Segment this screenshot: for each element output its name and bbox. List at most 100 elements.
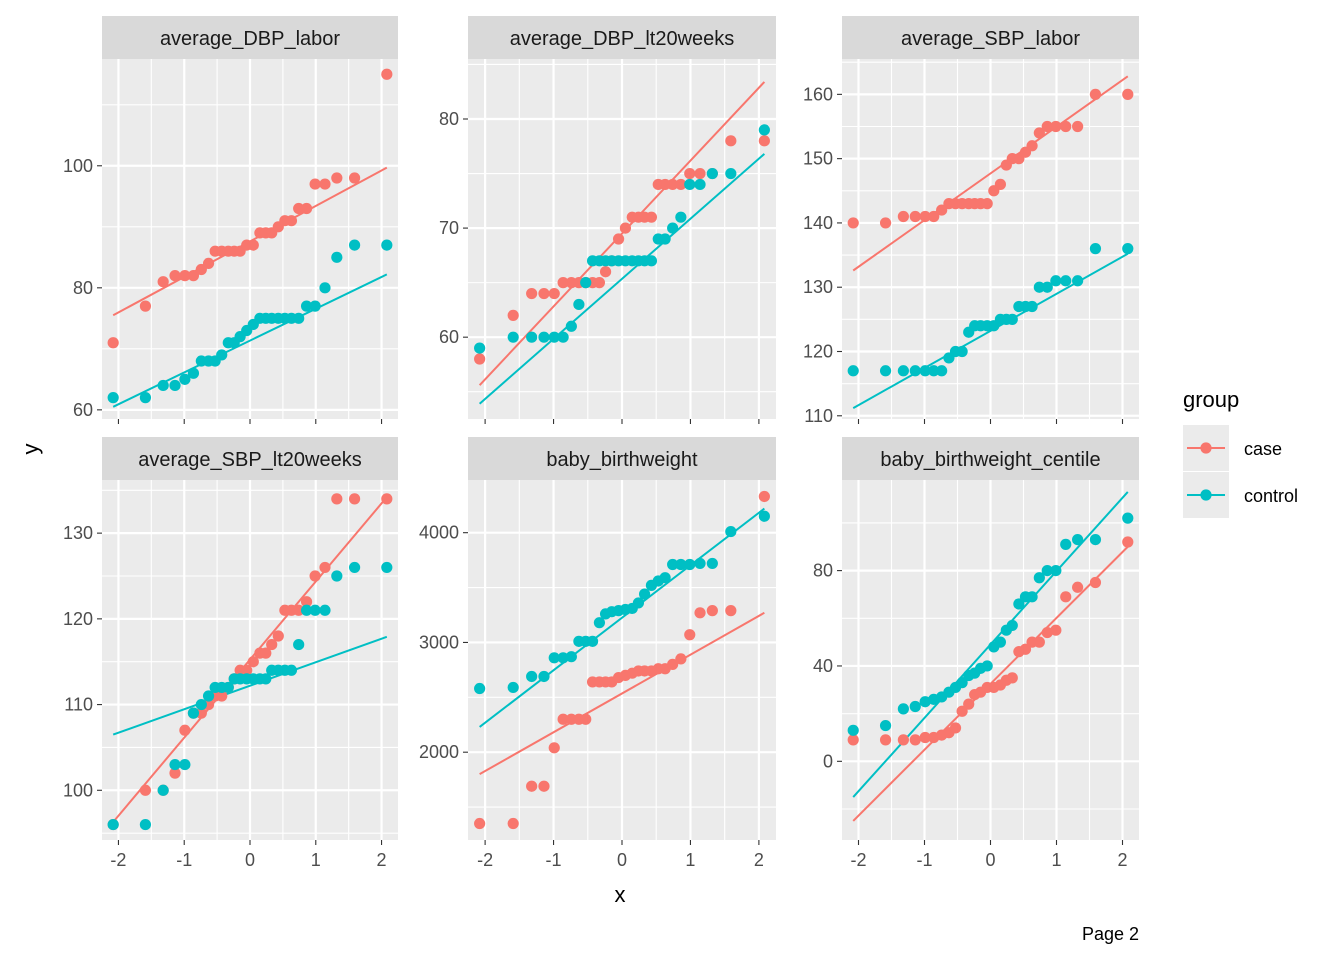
point-case: [694, 607, 706, 619]
point-control: [157, 379, 169, 392]
point-control: [1006, 313, 1018, 325]
point-case: [1041, 626, 1053, 639]
point-case: [667, 178, 679, 191]
point-case: [956, 705, 968, 717]
point-case: [474, 817, 486, 830]
point-control: [659, 233, 671, 245]
point-case: [1060, 120, 1072, 133]
point-control: [994, 636, 1007, 648]
legend-label: control: [1244, 486, 1298, 506]
point-control: [187, 367, 200, 379]
x-tick-label: -2: [477, 850, 493, 870]
point-case: [675, 178, 687, 191]
point-case: [1060, 591, 1072, 603]
point-case: [1122, 88, 1134, 100]
point-case: [994, 178, 1007, 190]
y-tick-label: 160: [803, 84, 833, 104]
y-tick-label: 60: [73, 400, 93, 420]
point-control: [684, 558, 696, 571]
x-tick-label: 0: [245, 850, 255, 870]
point-control: [1041, 281, 1053, 293]
point-control: [348, 239, 361, 251]
point-case: [758, 135, 770, 147]
y-tick-label: 120: [803, 342, 833, 362]
point-case: [706, 605, 718, 617]
legend-entry-case: case: [1183, 425, 1282, 471]
y-tick-label: 110: [804, 406, 833, 426]
facet-panel-baby_birthweight_centile: baby_birthweight_centile 0 40 80 -2 -1 0 1 2: [813, 437, 1139, 870]
point-control: [1122, 512, 1134, 524]
point-control: [474, 342, 486, 354]
x-tick-label: -1: [916, 850, 932, 870]
x-tick-label: 1: [311, 850, 321, 870]
point-control: [526, 331, 538, 343]
point-case: [309, 178, 321, 190]
plot-area: [107, 493, 393, 831]
point-case: [981, 198, 993, 210]
point-control: [725, 525, 737, 538]
point-control: [956, 345, 968, 358]
plot-area: [474, 81, 770, 405]
point-case: [1089, 88, 1102, 100]
point-case: [538, 780, 550, 792]
point-control: [897, 703, 909, 715]
legend-label: case: [1244, 439, 1282, 459]
grid-lines: [842, 480, 1139, 840]
y-tick-label: 100: [63, 156, 93, 176]
y-tick-label: 130: [63, 523, 93, 543]
point-case: [897, 734, 909, 746]
point-case: [241, 664, 253, 676]
facet-strip: [842, 16, 1139, 59]
x-tick-label: -1: [176, 850, 192, 870]
y-tick-label: 110: [64, 695, 93, 715]
point-case: [381, 68, 393, 80]
point-case: [928, 210, 940, 223]
point-case: [348, 172, 361, 184]
point-control: [179, 373, 191, 385]
y-tick-label: 80: [813, 561, 833, 581]
point-control: [538, 670, 550, 683]
point-case: [758, 490, 770, 503]
point-case: [285, 215, 298, 227]
point-control: [879, 365, 892, 377]
point-case: [847, 217, 859, 229]
point-control: [1026, 591, 1038, 603]
point-control: [293, 638, 305, 651]
qq-line-control: [112, 635, 388, 736]
point-case: [1072, 120, 1084, 133]
x-tick-label: -2: [850, 850, 866, 870]
plot-area: [847, 491, 1134, 822]
point-control: [381, 561, 393, 574]
point-control: [526, 670, 538, 683]
facet-panel-average_DBP_labor: average_DBP_labor 60 80 100: [63, 16, 398, 424]
qq-line-control: [479, 507, 765, 728]
facet-strip: [468, 16, 776, 59]
plot-area: [107, 68, 393, 408]
facet-panel-average_DBP_lt20weeks: average_DBP_lt20weeks 60 70 80: [439, 16, 776, 424]
x-tick-label: 2: [377, 850, 387, 870]
point-case: [667, 658, 679, 670]
point-case: [1019, 643, 1032, 655]
y-tick-label: 150: [803, 149, 833, 169]
x-tick-label: 1: [685, 850, 695, 870]
point-case: [1122, 536, 1134, 548]
point-control: [474, 682, 486, 695]
qq-line-case: [852, 75, 1129, 272]
point-control: [706, 557, 718, 570]
point-case: [139, 300, 152, 312]
point-control: [1089, 243, 1102, 255]
point-case: [266, 638, 278, 651]
point-control: [348, 561, 361, 574]
point-control: [909, 365, 921, 377]
point-control: [319, 282, 331, 294]
qq-line-case: [479, 611, 765, 776]
plot-area: [847, 75, 1134, 409]
point-case: [1026, 140, 1038, 152]
point-control: [548, 331, 560, 343]
point-control: [758, 510, 770, 522]
point-control: [300, 604, 313, 616]
point-case: [619, 222, 632, 234]
point-control: [667, 222, 679, 234]
point-control: [187, 707, 200, 719]
point-case: [157, 276, 169, 288]
